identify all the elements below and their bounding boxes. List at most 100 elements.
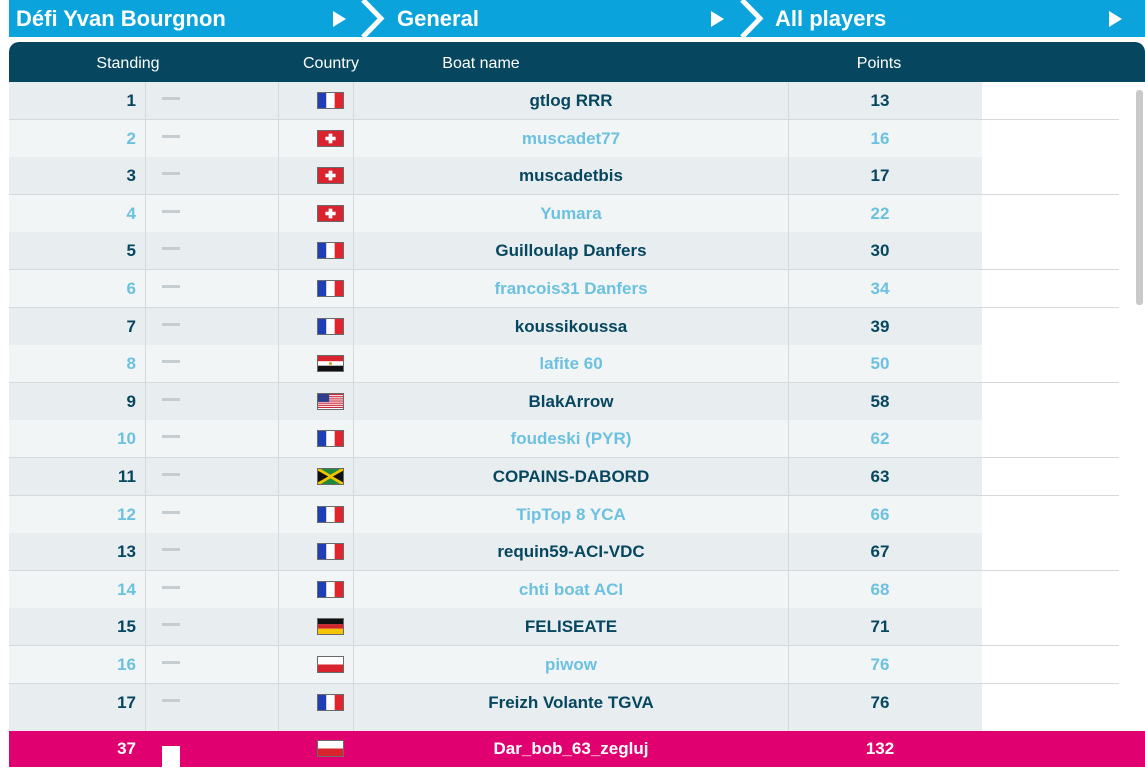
country-flag-icon xyxy=(317,543,344,561)
boat-name-cell[interactable]: COPAINS-DABORD xyxy=(492,467,650,486)
row-filler xyxy=(982,570,1119,608)
column-divider xyxy=(353,270,354,307)
table-row[interactable]: 10 foudeski (PYR) 62 xyxy=(9,420,1119,459)
column-divider xyxy=(788,683,789,721)
column-divider xyxy=(145,458,146,495)
column-divider xyxy=(788,119,789,157)
table-row[interactable]: 11 COPAINS-DABORD 63 xyxy=(9,458,1119,496)
table-header: Standing Country Boat name Points xyxy=(9,42,1145,82)
table-row[interactable] xyxy=(9,721,1119,732)
table-row[interactable]: 14 chti boat ACI 68 xyxy=(9,570,1119,609)
column-divider xyxy=(353,570,354,608)
row-filler xyxy=(982,721,1119,732)
trend-dash-icon xyxy=(162,97,180,100)
country-flag-icon xyxy=(317,129,344,147)
table-row[interactable]: 15 FELISEATE 71 xyxy=(9,608,1119,647)
chevron-separator-icon xyxy=(361,0,385,37)
boat-name-cell[interactable]: muscadet77 xyxy=(521,128,621,148)
table-row[interactable]: 17 Freizh Volante TGVA 76 xyxy=(9,683,1119,722)
boat-name-cell[interactable]: koussikoussa xyxy=(514,316,628,336)
column-divider xyxy=(145,533,146,571)
boat-name-cell[interactable]: Freizh Volante TGVA xyxy=(488,692,654,712)
points-cell: 71 xyxy=(870,617,890,637)
rank-cell: 6 xyxy=(126,279,136,298)
column-divider xyxy=(145,495,146,533)
table-row[interactable]: 1 gtlog RRR 13 xyxy=(9,82,1119,120)
boat-name-cell[interactable]: chti boat ACI xyxy=(518,579,624,599)
table-row[interactable]: 9 BlakArrow 58 xyxy=(9,382,1119,421)
points-cell: 67 xyxy=(870,542,890,562)
rank-cell: 4 xyxy=(126,203,136,223)
boat-name-cell[interactable]: francois31 Danfers xyxy=(494,279,648,298)
boat-name-cell[interactable]: lafite 60 xyxy=(539,354,603,374)
boat-name-cell[interactable]: Yumara xyxy=(540,203,602,223)
column-divider xyxy=(278,307,279,345)
table-row[interactable]: 8 lafite 60 50 xyxy=(9,345,1119,384)
table-row[interactable]: 4 Yumara 22 xyxy=(9,194,1119,233)
breadcrumb-item-all-players[interactable]: All players xyxy=(766,0,1145,37)
boat-name-cell[interactable]: requin59-ACI-VDC xyxy=(497,542,645,562)
table-row[interactable]: 6 francois31 Danfers 34 xyxy=(9,270,1119,308)
breadcrumb-item-race[interactable]: Défi Yvan Bourgnon xyxy=(9,0,359,37)
trend-dash-icon xyxy=(162,134,180,138)
trend-dash-icon xyxy=(162,548,180,552)
rank-cell: 3 xyxy=(126,166,136,186)
points-cell: 62 xyxy=(870,429,890,449)
points-cell: 17 xyxy=(870,166,890,186)
column-divider xyxy=(278,157,279,195)
rank-cell: 9 xyxy=(126,391,136,411)
row-filler xyxy=(982,345,1119,383)
country-flag-icon xyxy=(317,317,344,335)
row-filler xyxy=(982,232,1119,270)
table-row[interactable]: 13 requin59-ACI-VDC 67 xyxy=(9,533,1119,572)
boat-name-cell[interactable]: Dar_bob_63_zegluj xyxy=(493,739,649,758)
row-filler xyxy=(982,270,1119,307)
play-arrow-icon xyxy=(1109,11,1122,27)
column-divider xyxy=(353,82,354,119)
table-row[interactable]: 2 muscadet77 16 xyxy=(9,119,1119,158)
table-row[interactable]: 16 piwow 76 xyxy=(9,646,1119,684)
boat-name-cell[interactable]: Guilloulap Danfers xyxy=(495,241,647,261)
column-divider xyxy=(278,608,279,646)
column-header-points[interactable]: Points xyxy=(856,55,902,72)
boat-name-cell[interactable]: BlakArrow xyxy=(528,391,614,411)
points-cell: 39 xyxy=(870,316,890,336)
points-cell: 132 xyxy=(865,739,895,758)
trend-dash-icon xyxy=(162,322,180,326)
scrollbar-thumb[interactable] xyxy=(1136,90,1143,305)
country-flag-icon xyxy=(317,280,344,297)
rank-cell: 2 xyxy=(126,128,136,148)
column-divider xyxy=(353,345,354,383)
points-cell: 66 xyxy=(870,504,890,524)
breadcrumb-item-general[interactable]: General xyxy=(387,0,739,37)
column-divider xyxy=(788,82,789,119)
country-flag-icon xyxy=(317,740,344,776)
column-divider xyxy=(278,458,279,495)
country-flag-icon xyxy=(317,204,344,222)
boat-name-cell[interactable]: foudeski (PYR) xyxy=(510,429,632,449)
column-divider xyxy=(788,157,789,195)
boat-name-cell[interactable]: muscadetbis xyxy=(519,166,623,186)
table-row[interactable]: 12 TipTop 8 YCA 66 xyxy=(9,495,1119,534)
current-player-row[interactable]: 37 Dar_bob_63_zegluj 132 xyxy=(9,731,1145,782)
trend-dash-icon xyxy=(162,285,180,288)
table-row[interactable]: 3 muscadetbis 17 xyxy=(9,157,1119,196)
column-divider xyxy=(278,270,279,307)
column-divider xyxy=(788,646,789,683)
column-header-boat-name[interactable]: Boat name xyxy=(442,55,520,72)
column-divider xyxy=(788,533,789,571)
table-row[interactable]: 5 Guilloulap Danfers 30 xyxy=(9,232,1119,271)
boat-name-cell[interactable]: FELISEATE xyxy=(524,617,618,637)
column-header-standing[interactable]: Standing xyxy=(96,55,160,72)
table-row[interactable]: 7 koussikoussa 39 xyxy=(9,307,1119,346)
column-divider xyxy=(278,495,279,533)
column-header-country[interactable]: Country xyxy=(302,55,360,72)
trend-dash-icon xyxy=(162,698,180,702)
column-divider xyxy=(145,570,146,608)
boat-name-cell[interactable]: piwow xyxy=(545,655,597,674)
column-divider xyxy=(353,119,354,157)
boat-name-cell[interactable]: TipTop 8 YCA xyxy=(516,504,626,524)
vertical-scrollbar[interactable] xyxy=(1119,82,1145,732)
rank-cell: 13 xyxy=(117,542,136,562)
boat-name-cell[interactable]: gtlog RRR xyxy=(529,91,613,110)
